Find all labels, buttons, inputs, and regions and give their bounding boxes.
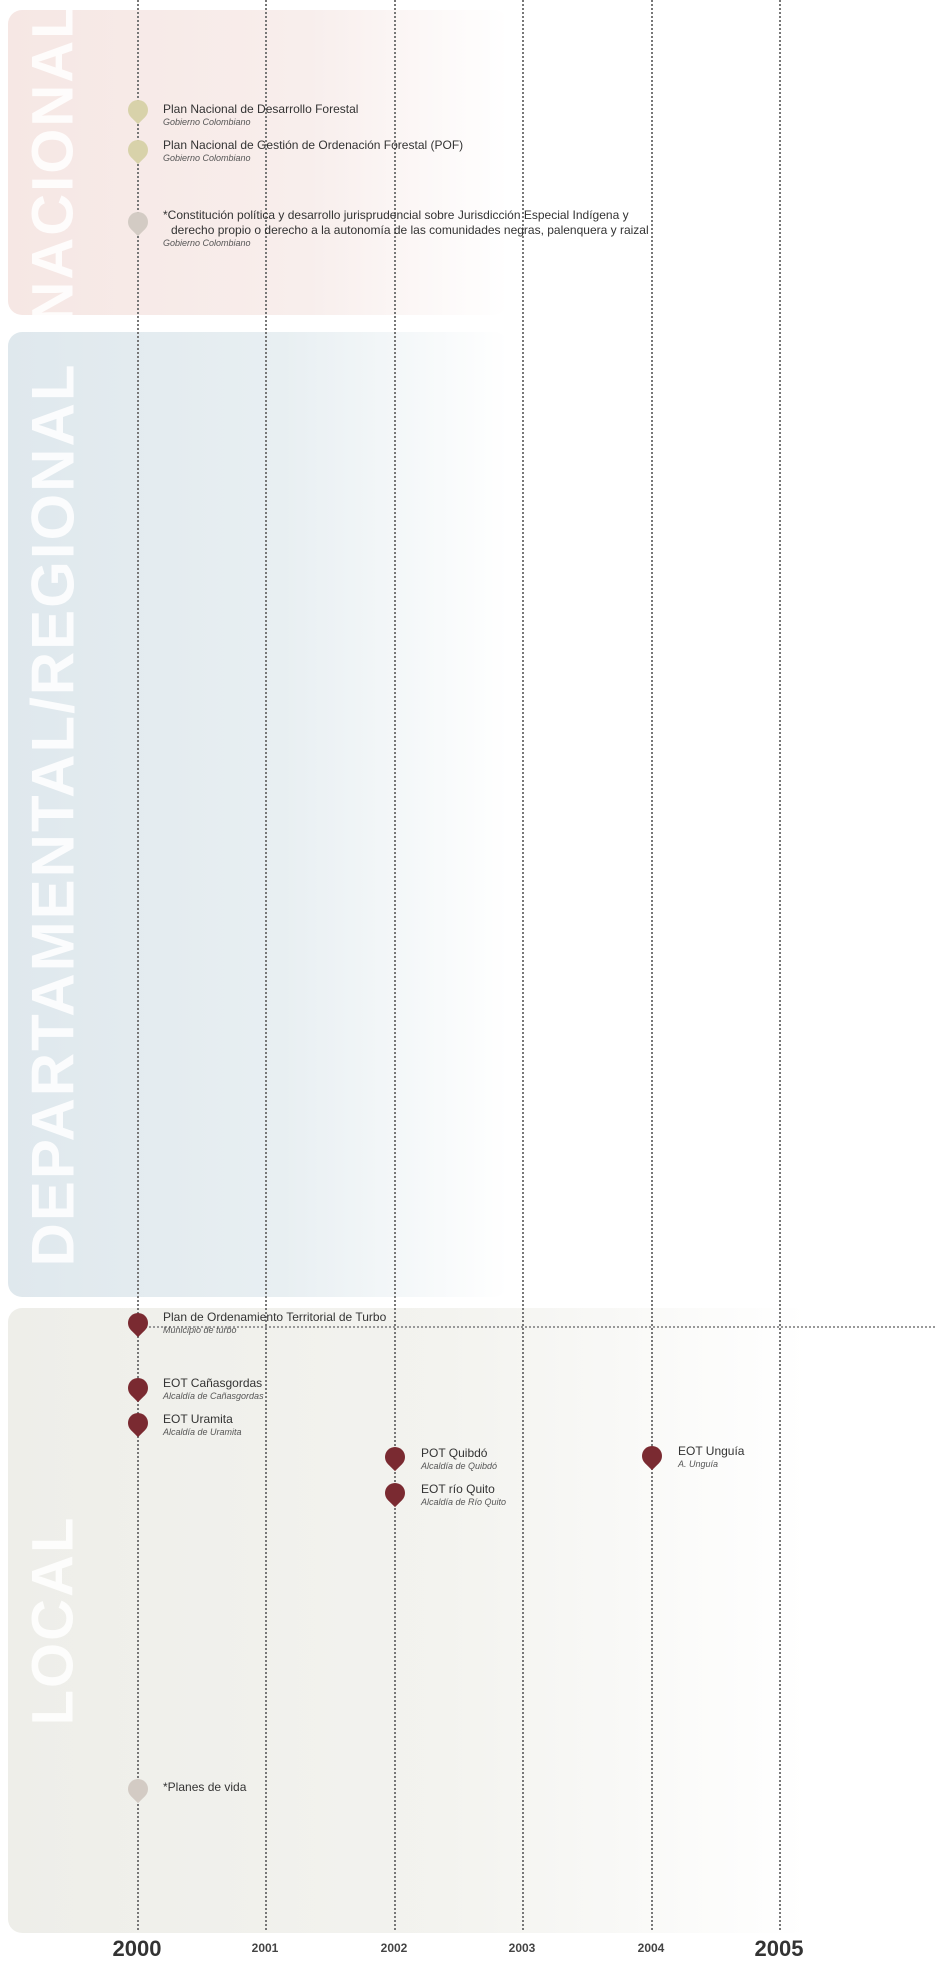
event-planes-de-vida: *Planes de vida bbox=[163, 1780, 246, 1795]
band-label-nacional: NACIONAL bbox=[8, 10, 98, 315]
event-title: EOT Uramita bbox=[163, 1412, 233, 1426]
year-label-2003: 2003 bbox=[508, 1941, 536, 1955]
event-subtitle: Alcaldía de Uramita bbox=[163, 1427, 242, 1437]
band-label-local: LOCAL bbox=[8, 1308, 98, 1933]
year-line-2000 bbox=[137, 0, 139, 1930]
event-subtitle: Gobierno Colombiano bbox=[163, 117, 251, 127]
event-title: Plan Nacional de Gestión de Ordenación F… bbox=[163, 138, 464, 152]
year-line-2003 bbox=[522, 0, 524, 1930]
event-title: Plan de Ordenamiento Territorial de Turb… bbox=[163, 1310, 387, 1324]
event-subtitle: Gobierno Colombiano bbox=[163, 238, 251, 248]
event-plan-gestion-pof: Plan Nacional de Gestión de Ordenación F… bbox=[163, 138, 463, 164]
local-horizontal-line bbox=[140, 1326, 935, 1328]
event-subtitle: A. Unguía bbox=[678, 1459, 719, 1469]
band-label-local-text: LOCAL bbox=[20, 1515, 86, 1726]
event-subtitle: Alcaldía de Quibdó bbox=[421, 1461, 498, 1471]
year-line-2001 bbox=[265, 0, 267, 1930]
event-title: EOT río Quito bbox=[421, 1482, 495, 1496]
event-title: *Constitución política y desarrollo juri… bbox=[163, 208, 629, 222]
event-eot-uramita: EOT Uramita Alcaldía de Uramita bbox=[163, 1412, 242, 1438]
year-line-2002 bbox=[394, 0, 396, 1930]
event-eot-canasgordas: EOT Cañasgordas Alcaldía de Cañasgordas bbox=[163, 1376, 264, 1402]
event-subtitle: Gobierno Colombiano bbox=[163, 153, 251, 163]
year-label-2005: 2005 bbox=[754, 1936, 804, 1961]
event-pot-turbo: Plan de Ordenamiento Territorial de Turb… bbox=[163, 1310, 386, 1336]
event-title: EOT Cañasgordas bbox=[163, 1376, 263, 1390]
band-label-nacional-text: NACIONAL bbox=[20, 10, 86, 315]
event-title: EOT Unguía bbox=[678, 1444, 745, 1458]
event-subtitle: Municipio de turbo bbox=[163, 1325, 237, 1335]
band-nacional: NACIONAL bbox=[8, 10, 508, 315]
band-local: LOCAL bbox=[8, 1308, 808, 1933]
event-pot-quibdo: POT Quibdó Alcaldía de Quibdó bbox=[421, 1446, 497, 1472]
year-label-2004: 2004 bbox=[637, 1941, 665, 1955]
event-title: POT Quibdó bbox=[421, 1446, 488, 1460]
event-subtitle: Alcaldía de Cañasgordas bbox=[163, 1391, 264, 1401]
event-eot-unguia: EOT Unguía A. Unguía bbox=[678, 1444, 744, 1470]
year-label-2001: 2001 bbox=[251, 1941, 279, 1955]
event-constitucion-politica: *Constitución política y desarrollo juri… bbox=[163, 208, 649, 249]
year-label-2000: 2000 bbox=[112, 1936, 162, 1961]
band-label-departamental: DEPARTAMENTAL/REGIONAL bbox=[8, 332, 98, 1297]
year-label-2002: 2002 bbox=[380, 1941, 408, 1955]
event-eot-rio-quito: EOT río Quito Alcaldía de Río Quito bbox=[421, 1482, 506, 1508]
year-line-2004 bbox=[651, 0, 653, 1930]
band-label-departamental-text: DEPARTAMENTAL/REGIONAL bbox=[19, 362, 87, 1267]
event-title: Plan Nacional de Desarrollo Forestal bbox=[163, 102, 359, 116]
event-title: *Planes de vida bbox=[163, 1780, 247, 1794]
event-subtitle: Alcaldía de Río Quito bbox=[421, 1497, 507, 1507]
band-departamental: DEPARTAMENTAL/REGIONAL bbox=[8, 332, 508, 1297]
year-line-2005 bbox=[779, 0, 781, 1930]
event-title-line2: derecho propio o derecho a la autonomía … bbox=[171, 223, 649, 237]
event-plan-desarrollo-forestal: Plan Nacional de Desarrollo Forestal Gob… bbox=[163, 102, 358, 128]
